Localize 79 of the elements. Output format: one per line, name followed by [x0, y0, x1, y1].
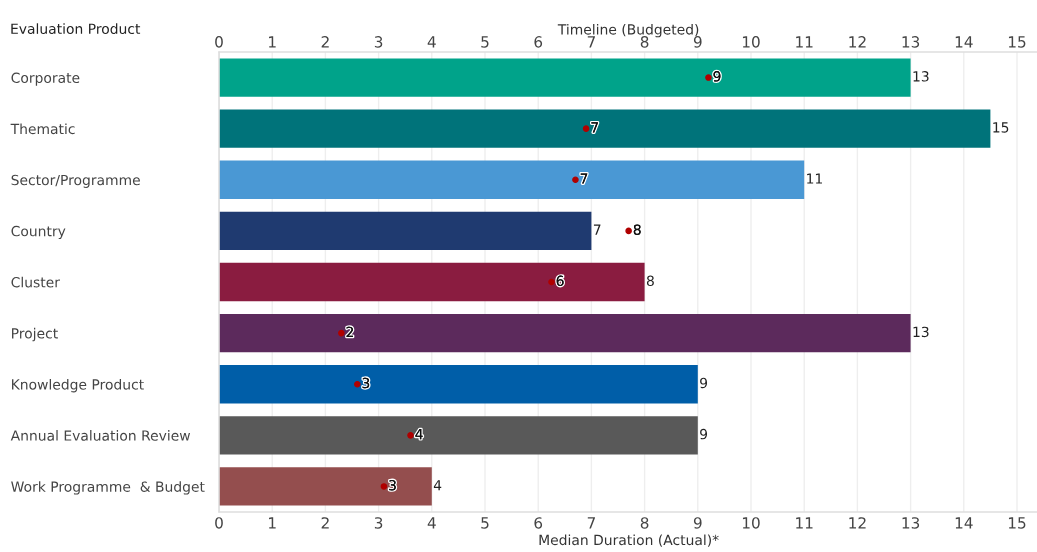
x2-tick-label: 3	[374, 36, 383, 48]
bar	[219, 313, 911, 353]
x2-tick-label: 7	[587, 36, 595, 48]
data-label: 6	[556, 275, 564, 287]
x-tick-label: 11	[796, 517, 813, 529]
data-label: 15	[993, 122, 1009, 133]
x-tick-label: 5	[481, 517, 489, 529]
data-label: 13	[913, 71, 929, 82]
data-label: 3	[362, 377, 370, 389]
point	[572, 176, 579, 184]
bar	[219, 211, 592, 251]
y-tick-label: Annual Evaluation Review	[10, 430, 191, 441]
point	[625, 227, 632, 235]
x-tick-label: 10	[742, 517, 760, 529]
x-tick-label: 12	[849, 517, 866, 529]
x2-tick-label: 10	[742, 36, 760, 48]
x-tick-label: 14	[955, 517, 973, 529]
x2-tick-label: 11	[796, 36, 813, 48]
bar	[219, 416, 698, 455]
bar	[219, 109, 991, 148]
data-label: 2	[346, 326, 353, 337]
x-tick-label: 7	[587, 517, 595, 529]
data-label: 11	[807, 173, 822, 184]
x2-tick-label: 0	[215, 36, 223, 48]
point	[354, 380, 361, 388]
point	[582, 125, 590, 132]
y-tick-label: Work Programme & Budget	[11, 481, 205, 495]
bar	[219, 58, 911, 97]
y-tick-label: Cluster	[11, 276, 60, 288]
data-label: 9	[700, 377, 708, 389]
point	[338, 329, 345, 337]
x-axis-title: Median Duration (Actual)*	[539, 534, 719, 547]
point	[407, 432, 414, 439]
x2-tick-label: 9	[693, 36, 702, 48]
x2-tick-label: 6	[534, 36, 543, 48]
data-label: 7	[593, 224, 601, 235]
x2-tick-label: 8	[640, 36, 649, 48]
x2-tick-label: 15	[1008, 36, 1026, 48]
data-label: 4	[433, 480, 442, 491]
y-tick-label: Corporate	[11, 72, 80, 86]
bar	[219, 365, 698, 404]
x-tick-label: 4	[427, 517, 436, 529]
x2-tick-label: 2	[321, 36, 329, 48]
bar	[219, 262, 645, 302]
x2-tick-label: 5	[481, 36, 489, 48]
x2-tick-label: 13	[902, 36, 920, 48]
x-tick-label: 0	[215, 517, 223, 529]
data-label: 4	[415, 429, 423, 440]
x2-tick-label: 1	[269, 36, 276, 48]
y-tick-label: Thematic	[10, 123, 75, 135]
x-tick-label: 9	[693, 517, 702, 529]
y-tick-label: Knowledge Product	[12, 378, 144, 393]
y-tick-label: Country	[11, 225, 66, 240]
x-tick-label: 3	[374, 517, 383, 529]
data-label: 9	[713, 71, 721, 82]
x2-tick-label: 12	[849, 36, 866, 48]
x-tick-label: 1	[269, 517, 276, 529]
point	[548, 278, 555, 286]
data-label: 9	[700, 428, 708, 440]
point	[705, 74, 712, 81]
x-tick-label: 8	[640, 517, 649, 529]
x-tick-label: 6	[534, 517, 543, 529]
data-label: 13	[913, 326, 929, 338]
x-tick-label: 15	[1008, 517, 1026, 529]
y-axis-title: Evaluation Product	[11, 23, 141, 35]
y-tick-label: Project	[12, 327, 58, 342]
x-tick-label: 2	[321, 517, 329, 529]
bar	[219, 160, 805, 199]
data-label: 8	[646, 275, 654, 287]
point	[380, 483, 388, 490]
data-label: 7	[591, 122, 598, 133]
x2-tick-label: 14	[955, 36, 973, 48]
data-label: 8	[633, 224, 641, 235]
x2-tick-label: 4	[427, 36, 436, 48]
data-label: 7	[580, 173, 588, 184]
bar	[219, 467, 432, 506]
data-label: 3	[389, 479, 396, 491]
x-tick-label: 13	[902, 517, 920, 529]
y-tick-label: Sector/Programme	[11, 174, 140, 188]
